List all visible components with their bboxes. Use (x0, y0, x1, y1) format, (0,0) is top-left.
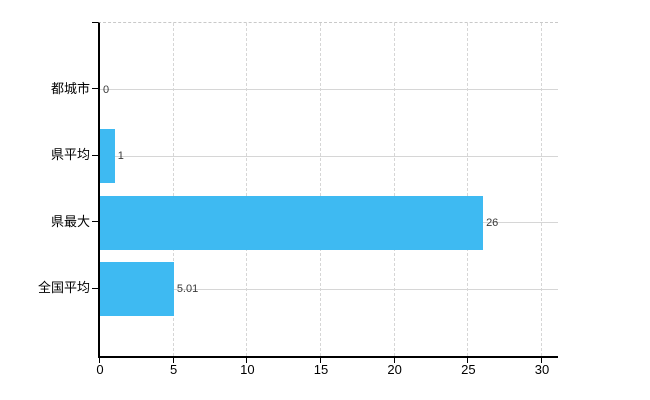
x-axis-tick (172, 357, 174, 363)
x-axis-tick-label: 30 (534, 362, 550, 377)
plot-area: 0 1 26 5.01 (98, 22, 558, 358)
y-axis-tick (92, 154, 98, 156)
y-axis-tick (92, 287, 98, 289)
x-axis-tick-label: 5 (170, 362, 178, 377)
y-axis-tick (92, 88, 98, 90)
x-axis-tick-label: 15 (313, 362, 329, 377)
horizontal-gridline (100, 155, 558, 157)
vertical-gridline (541, 23, 543, 356)
x-axis-tick (541, 357, 542, 363)
horizontal-gridline (100, 288, 558, 290)
bar (100, 262, 174, 317)
bar (100, 129, 115, 184)
horizontal-gridline (100, 89, 558, 91)
x-axis-tick (99, 357, 100, 363)
vertical-gridline (320, 23, 322, 356)
x-axis-tick-label: 0 (96, 362, 104, 377)
x-axis-tick-label: 25 (461, 362, 476, 377)
x-axis-tick (393, 357, 395, 363)
vertical-gridline (246, 23, 248, 356)
bar-value-label: 0 (103, 83, 110, 96)
x-axis-tick-label: 10 (240, 362, 255, 377)
x-axis-tick (467, 357, 469, 363)
bar-value-label: 26 (486, 216, 499, 229)
x-axis-tick-label: 20 (387, 362, 402, 377)
vertical-gridline (393, 23, 396, 356)
y-axis-label: 県最大 (50, 213, 90, 229)
x-axis-tick (320, 357, 321, 363)
vertical-gridline (467, 23, 469, 356)
bar-value-label: 5.01 (176, 283, 199, 296)
y-axis-label: 全国平均 (37, 280, 90, 296)
x-axis-tick (246, 357, 248, 363)
y-axis-label: 県平均 (50, 147, 90, 163)
y-axis-label: 都城市 (50, 80, 90, 96)
bar (100, 195, 484, 250)
y-axis-top-tick (92, 21, 98, 23)
bar-value-label: 1 (117, 150, 124, 163)
y-axis-tick (92, 221, 98, 223)
vertical-gridline (172, 23, 175, 356)
